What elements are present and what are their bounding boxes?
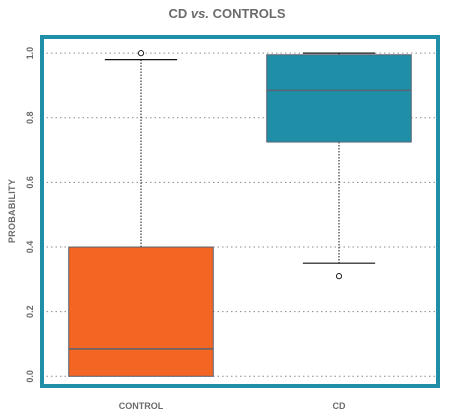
y-tick-label: 0.0 <box>25 370 35 383</box>
y-tick-label: 0.8 <box>25 112 35 125</box>
y-axis-label: PROBABILITY <box>7 179 17 243</box>
chart-title: CD vs. CONTROLS <box>168 6 285 21</box>
box-control <box>68 246 214 377</box>
y-tick-label: 0.4 <box>25 241 35 254</box>
y-tick-label: 0.6 <box>25 176 35 189</box>
outlier-point <box>137 50 145 57</box>
y-tick-label: 0.2 <box>25 305 35 318</box>
x-tick-label: CONTROL <box>119 401 164 411</box>
x-tick-label: CD <box>333 401 346 411</box>
outlier-point <box>335 273 343 280</box>
plot-frame <box>40 35 440 388</box>
y-tick-label: 1.0 <box>25 47 35 60</box>
box-cd <box>266 54 412 143</box>
